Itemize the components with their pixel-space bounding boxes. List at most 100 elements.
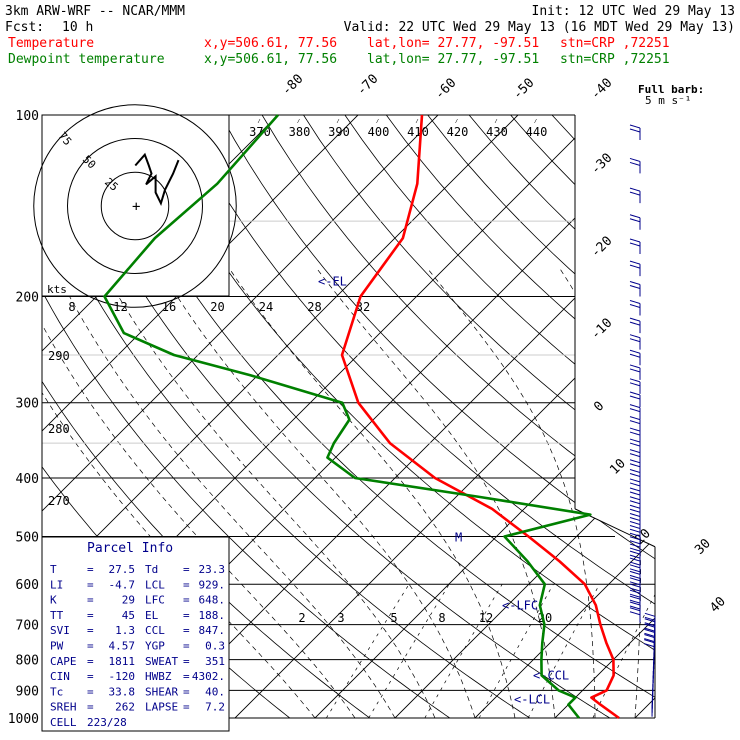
theta-e-label: 440 xyxy=(526,125,548,139)
wind-barb-flag xyxy=(629,427,641,432)
wind-barb-flag xyxy=(629,264,641,269)
wind-barb-flag xyxy=(629,536,641,541)
level-marker: <-LCL xyxy=(514,693,550,707)
wind-barb-flag xyxy=(644,628,655,633)
wind-barb-flag xyxy=(629,395,641,400)
wind-barb-flag xyxy=(644,638,655,643)
level-marker: <-EL xyxy=(318,274,347,288)
wind-barb-flag xyxy=(629,281,641,286)
wind-barb-flag xyxy=(629,353,641,358)
moist-adiabat xyxy=(559,268,641,718)
wind-barb-flag xyxy=(644,643,655,648)
moist-adiabat xyxy=(715,269,740,718)
isotherm xyxy=(234,115,655,718)
moist-adiabat xyxy=(229,268,516,718)
wind-barb-flag xyxy=(629,500,641,505)
parcel-param-label: LFC xyxy=(145,594,165,607)
wind-barb-flag xyxy=(629,521,641,525)
wind-barb-flag xyxy=(629,487,641,492)
parcel-param-label: TT xyxy=(50,609,64,622)
dry-adiabat xyxy=(261,115,655,718)
wind-barb-flag xyxy=(644,632,655,637)
wind-barb-flag xyxy=(629,368,641,373)
wind-barb-flag xyxy=(629,338,641,343)
wind-barb-flag xyxy=(629,605,641,610)
parcel-equals: = xyxy=(183,685,190,698)
pressure-tick-label: 1000 xyxy=(8,712,39,727)
parcel-equals: = xyxy=(87,640,94,653)
parcel-param-label: SHEAR xyxy=(145,685,178,698)
theta-e-tick xyxy=(297,118,300,124)
mixing-ratio-line xyxy=(368,584,450,718)
wind-barb-flag xyxy=(629,214,641,219)
wind-barb-flag xyxy=(629,463,641,468)
isotherm-label: -70 xyxy=(354,72,381,99)
parcel-param-value: 351 xyxy=(205,655,225,668)
wind-barb-flag xyxy=(629,191,641,196)
wind-barb-flag xyxy=(629,508,641,513)
isotherm-label: -50 xyxy=(510,76,537,103)
wind-barb-flag xyxy=(629,438,641,443)
parcel-param-label: CIN xyxy=(50,670,70,683)
parcel-info-title: Parcel Info xyxy=(87,541,173,556)
parcel-param-label: SWEAT xyxy=(145,655,178,668)
wind-barb-flag xyxy=(629,420,641,425)
wind-barb-flag xyxy=(644,639,655,644)
wind-barb-flag xyxy=(644,616,656,621)
parcel-param-value: 4.57 xyxy=(109,640,136,653)
moist-adiabat xyxy=(427,268,596,718)
wind-barb-flag xyxy=(629,543,641,548)
parcel-param-label: Tc xyxy=(50,685,63,698)
parcel-param-label: CELL xyxy=(50,716,77,729)
wind-barb-flag xyxy=(644,612,656,617)
pressure-tick-label: 900 xyxy=(16,684,39,699)
wind-barb-flag xyxy=(629,601,641,606)
parcel-param-value: -120 xyxy=(109,670,136,683)
parcel-param-value: 33.8 xyxy=(109,685,136,698)
wind-barb-flag xyxy=(629,299,641,304)
wind-barb-flag xyxy=(629,469,641,473)
dry-adiabat xyxy=(385,115,655,718)
parcel-param-label: LAPSE xyxy=(145,701,178,714)
wind-barb-flag xyxy=(629,525,641,529)
parcel-info-panel: Parcel Info T = 27.5 Td = 23.3 LI = -4.7 LCL = 929.… xyxy=(41,536,230,732)
wind-barb-flag xyxy=(629,491,641,496)
isotherm-label: -60 xyxy=(432,76,459,103)
wind-barb-flag xyxy=(629,482,641,487)
parcel-equals: = xyxy=(183,640,190,653)
parcel-param-value: 847. xyxy=(199,624,226,637)
wind-key-value: 5 m s⁻¹ xyxy=(645,94,691,107)
wind-barb-flag xyxy=(629,453,641,458)
mixing-ratio-label-lower: 12 xyxy=(479,611,493,625)
parcel-equals: = xyxy=(87,578,94,591)
dry-adiabat xyxy=(344,115,655,718)
wind-barb-flag xyxy=(644,627,655,632)
wind-barb-flag xyxy=(629,564,641,569)
wind-barb-flag xyxy=(629,607,641,612)
wind-barb-flag xyxy=(629,504,641,509)
parcel-param-label: T xyxy=(50,563,57,576)
mixing-ratio-line xyxy=(592,584,655,718)
theta-e-tick xyxy=(494,118,498,124)
parcel-info-box xyxy=(41,536,230,732)
theta-e-tick xyxy=(376,118,379,124)
parcel-param-value: 929. xyxy=(199,578,226,591)
parcel-param-label: CAPE xyxy=(50,655,77,668)
wind-barb-flag xyxy=(629,218,641,223)
wind-barb-flag xyxy=(629,382,641,387)
mixing-ratio-label-upper: 16 xyxy=(162,300,176,314)
parcel-param-value: 188. xyxy=(199,609,226,622)
wind-barb-flag xyxy=(629,364,641,369)
wind-barb-flag xyxy=(644,623,655,628)
wind-barb-flag xyxy=(629,161,641,166)
parcel-param-value: 648. xyxy=(199,594,226,607)
level-marker: <-LFC xyxy=(502,598,538,612)
parcel-equals: = xyxy=(87,624,94,637)
isotherm-label: 10 xyxy=(607,456,629,478)
moist-adiabat xyxy=(159,268,476,718)
parcel-param-label: SVI xyxy=(50,624,70,637)
moist-adiabat xyxy=(102,268,436,718)
dewpoint-legend-label: Dewpoint temperature xyxy=(8,52,165,67)
pressure-tick-label: 600 xyxy=(16,578,39,593)
